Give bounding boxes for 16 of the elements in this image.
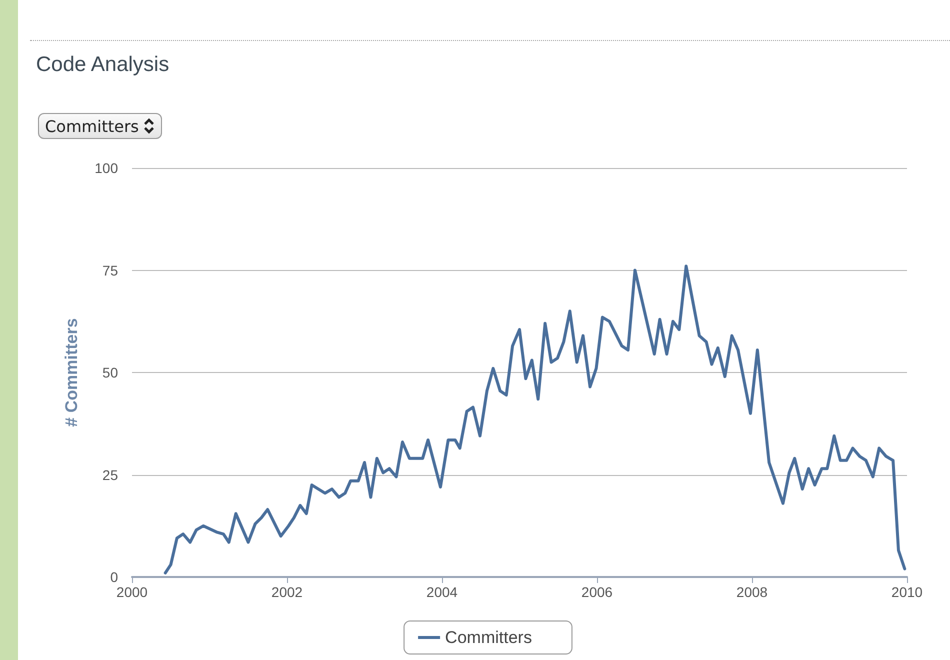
- select-dropdown: Committers: [38, 113, 162, 139]
- legend-label: Committers: [445, 628, 532, 647]
- x-tick-label: 2006: [581, 584, 613, 600]
- chart-title: Code Analysis: [36, 53, 170, 77]
- y-tick-label: 25: [102, 466, 118, 483]
- y-tick-label: 0: [110, 569, 118, 585]
- x-tick-label: 2008: [736, 584, 768, 600]
- y-tick-label: 75: [102, 262, 118, 278]
- y-axis-title: # Committers: [62, 318, 81, 427]
- y-tick-label: 100: [94, 160, 118, 176]
- x-tick-label: 2000: [116, 584, 148, 600]
- x-tick-label: 2010: [891, 584, 923, 600]
- line-series: [164, 264, 906, 574]
- x-tick-label: 2002: [271, 584, 303, 600]
- y-tick-label: 50: [102, 364, 118, 380]
- x-tick-label: 2004: [426, 584, 458, 600]
